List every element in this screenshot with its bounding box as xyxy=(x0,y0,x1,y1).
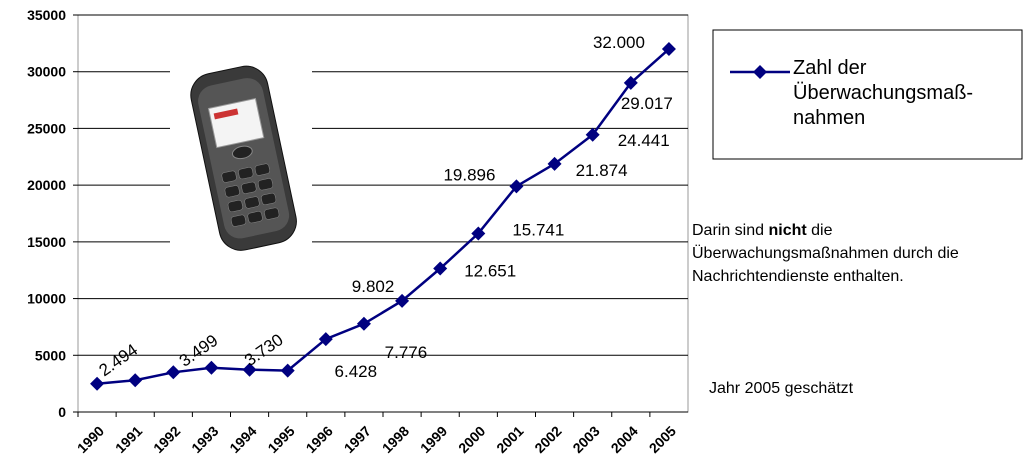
y-tick-label: 25000 xyxy=(27,120,66,136)
x-tick-label: 2001 xyxy=(493,423,526,456)
x-tick-label: 1993 xyxy=(188,423,221,456)
page: 0500010000150002000025000300003500019901… xyxy=(0,0,1030,474)
y-tick-label: 5000 xyxy=(35,347,66,363)
y-tick-label: 20000 xyxy=(27,177,66,193)
x-tick-label: 1992 xyxy=(150,423,183,456)
x-tick-label: 2003 xyxy=(569,423,602,456)
x-tick-label: 1990 xyxy=(74,423,107,456)
x-tick-label: 2002 xyxy=(531,423,564,456)
point xyxy=(204,361,218,375)
value-label: 9.802 xyxy=(352,277,395,296)
note: Darin sind nicht die Überwachungsmaßnahm… xyxy=(692,219,1030,288)
x-tick-label: 2004 xyxy=(608,423,641,456)
value-label: 12.651 xyxy=(464,262,516,281)
x-tick-label: 1994 xyxy=(226,423,259,456)
legend-label: Zahl der Überwachungsmaß-nahmen xyxy=(793,56,971,131)
point xyxy=(357,317,371,331)
plot-area xyxy=(78,15,688,412)
value-label: 21.874 xyxy=(576,161,628,180)
point xyxy=(90,377,104,391)
x-tick-label: 2005 xyxy=(646,423,679,456)
y-tick-label: 15000 xyxy=(27,234,66,250)
x-tick-label: 1999 xyxy=(417,423,450,456)
footnote: Jahr 2005 geschätzt xyxy=(709,377,853,400)
y-tick-label: 0 xyxy=(58,404,66,420)
point xyxy=(166,365,180,379)
value-label: 29.017 xyxy=(621,94,673,113)
x-tick-label: 1998 xyxy=(379,423,412,456)
value-label: 24.441 xyxy=(618,131,670,150)
value-label: 19.896 xyxy=(443,165,495,184)
point xyxy=(128,373,142,387)
y-tick-label: 30000 xyxy=(27,64,66,80)
value-label: 32.000 xyxy=(593,33,645,52)
y-tick-label: 10000 xyxy=(27,291,66,307)
x-tick-label: 1997 xyxy=(341,423,374,456)
note-bold: nicht xyxy=(768,222,806,239)
value-label: 6.428 xyxy=(335,362,378,381)
x-tick-label: 1996 xyxy=(303,423,336,456)
x-tick-label: 1995 xyxy=(264,423,297,456)
y-tick-label: 35000 xyxy=(27,7,66,23)
note-text: Darin sind xyxy=(692,222,768,239)
x-tick-label: 1991 xyxy=(112,423,145,456)
value-label: 7.776 xyxy=(385,343,428,362)
value-label: 3.730 xyxy=(241,330,287,370)
value-label: 15.741 xyxy=(512,220,564,239)
x-tick-label: 2000 xyxy=(455,423,488,456)
